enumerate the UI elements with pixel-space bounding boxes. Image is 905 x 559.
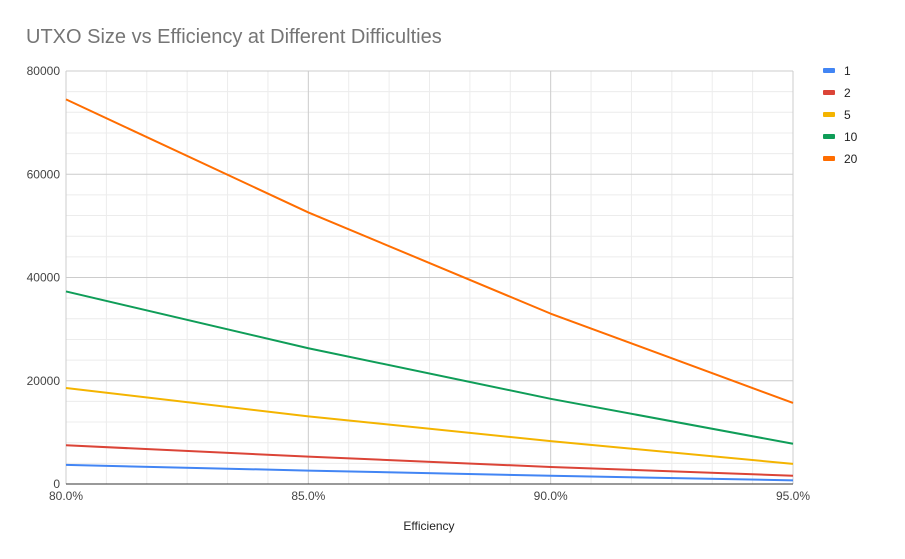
series-line-5: [65, 386, 794, 465]
legend-swatch: [823, 134, 835, 139]
x-tick-label: 95.0%: [776, 489, 810, 503]
y-tick-label: 20000: [27, 374, 61, 388]
y-tick-label: 60000: [27, 167, 61, 181]
series-line-20: [65, 98, 794, 404]
legend-swatch: [823, 90, 835, 95]
series-lines: [65, 98, 794, 482]
y-tick-label: 0: [53, 477, 60, 491]
legend-item-5[interactable]: 5: [823, 108, 851, 122]
legend-label: 1: [844, 64, 851, 78]
series-line-1: [65, 463, 794, 482]
legend-item-1[interactable]: 1: [823, 64, 851, 78]
legend-label: 20: [844, 152, 858, 166]
series-line-10: [65, 290, 794, 445]
x-axis-title: Efficiency: [403, 519, 454, 533]
legend-swatch: [823, 112, 835, 117]
legend-swatch: [823, 68, 835, 73]
x-axis-ticks: 80.0% 85.0% 90.0% 95.0%: [49, 489, 810, 503]
legend-label: 10: [844, 130, 858, 144]
series-line-2: [65, 444, 794, 477]
x-tick-label: 90.0%: [534, 489, 568, 503]
legend-item-20[interactable]: 20: [823, 152, 858, 166]
x-tick-label: 80.0%: [49, 489, 83, 503]
legend-item-2[interactable]: 2: [823, 86, 851, 100]
y-axis-ticks: 0 20000 40000 60000 80000: [27, 64, 61, 491]
y-tick-label: 40000: [27, 271, 61, 285]
legend[interactable]: 1 2 5 10 20: [823, 64, 858, 166]
legend-swatch: [823, 156, 835, 161]
legend-item-10[interactable]: 10: [823, 130, 858, 144]
y-tick-label: 80000: [27, 64, 61, 78]
major-gridlines: [65, 70, 794, 484]
legend-label: 5: [844, 108, 851, 122]
legend-label: 2: [844, 86, 851, 100]
chart-title: UTXO Size vs Efficiency at Different Dif…: [26, 26, 442, 48]
x-tick-label: 85.0%: [291, 489, 325, 503]
